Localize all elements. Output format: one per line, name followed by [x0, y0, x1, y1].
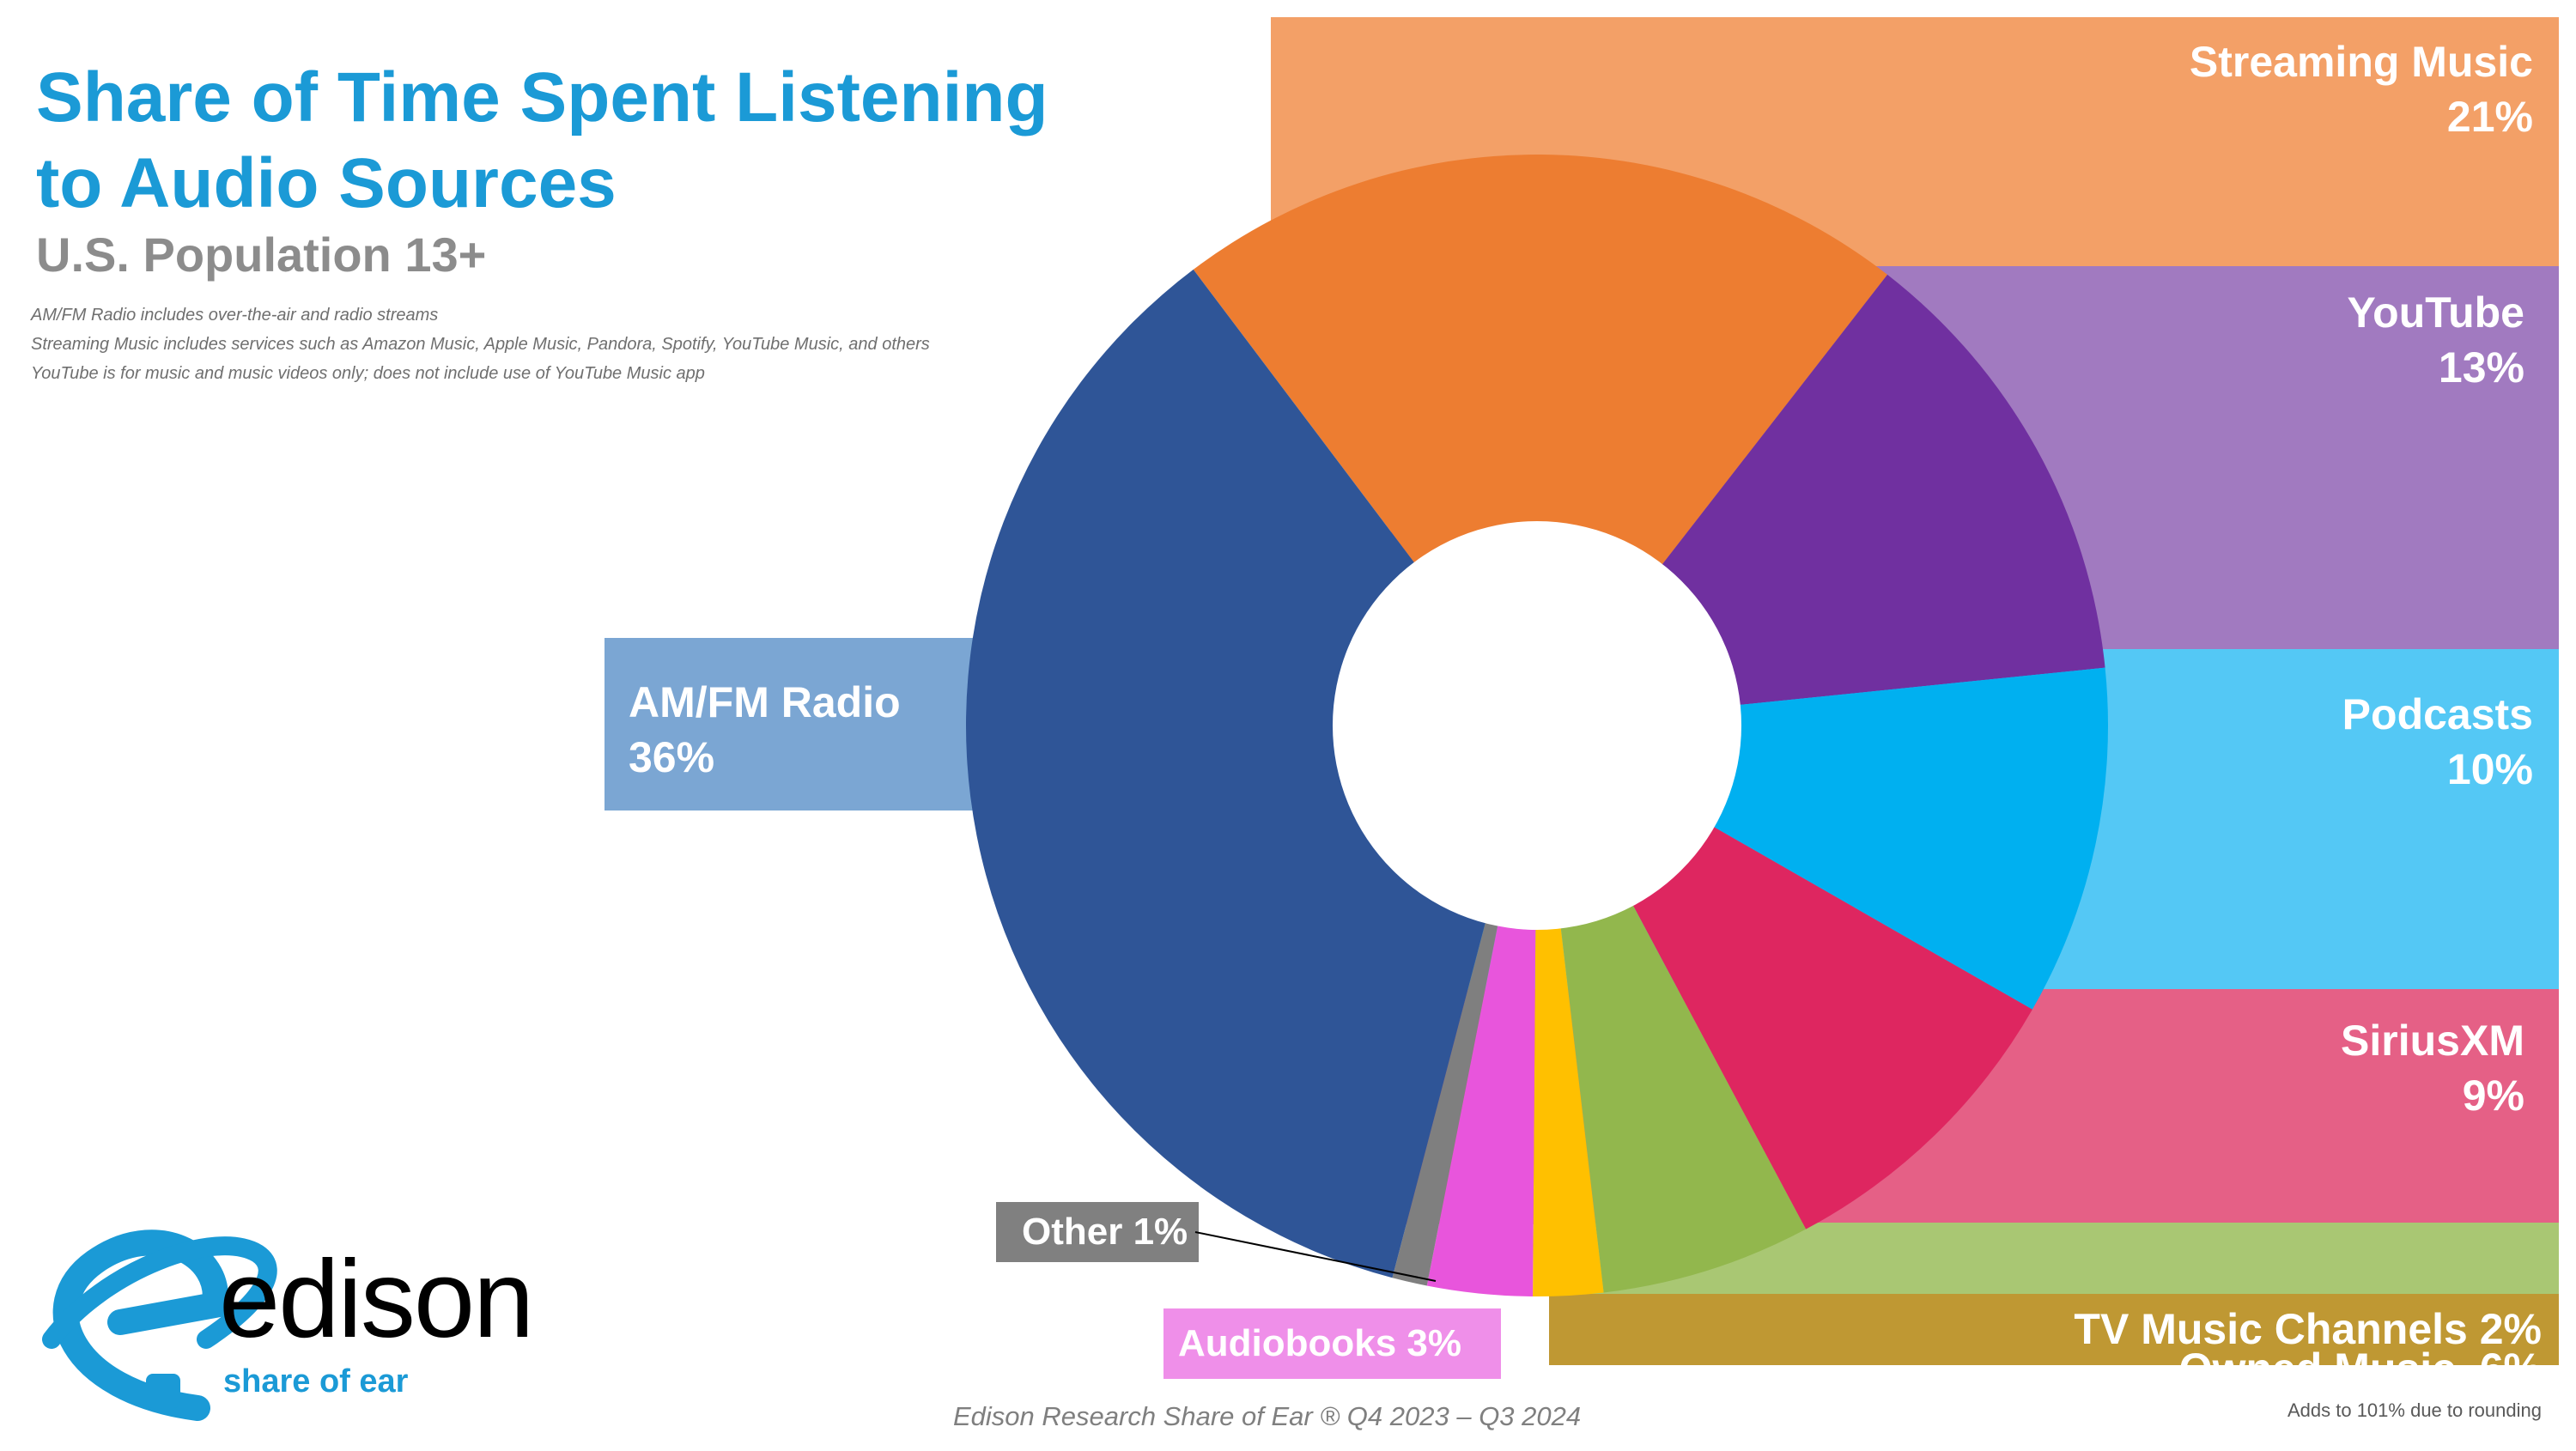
label-other-text: Other 1% [1022, 1211, 1188, 1253]
label-streaming-music: Streaming Music 21% [1889, 34, 2533, 144]
other-leader-line [1194, 1231, 1437, 1282]
label-amfm-value: 36% [629, 733, 715, 781]
label-owned-text: Owned Music 6% [2178, 1345, 2542, 1393]
title-line-1: Share of Time Spent Listening [36, 58, 1048, 137]
note-amfm: AM/FM Radio includes over-the-air and ra… [31, 306, 439, 325]
bulb-base-icon [146, 1374, 180, 1408]
label-am-fm-radio: AM/FM Radio 36% [629, 675, 901, 785]
label-podcasts-value: 10% [2446, 745, 2533, 793]
orbit-swoosh-icon [42, 1236, 277, 1349]
label-streaming-name: Streaming Music [2189, 38, 2533, 86]
label-podcasts: Podcasts 10% [1889, 687, 2533, 797]
logo-tagline: share of ear [223, 1363, 409, 1399]
label-youtube: YouTube 13% [1889, 285, 2524, 395]
label-siriusxm: SiriusXM 9% [1889, 1013, 2524, 1123]
label-box-audiobooks [1163, 1308, 1501, 1379]
label-streaming-value: 21% [2446, 93, 2533, 141]
bulb-icon [52, 1229, 228, 1421]
label-tv-music-channels: TV Music Channels 2% [1889, 1302, 2542, 1357]
label-youtube-name: YouTube [2347, 288, 2524, 337]
label-owned-music: Owned Music 6% [1889, 1231, 2542, 1451]
label-tv-text: TV Music Channels 2% [2074, 1305, 2542, 1353]
footnotes: AM/FM Radio includes over-the-air and ra… [31, 301, 930, 388]
label-youtube-value: 13% [2438, 343, 2524, 392]
label-siriusxm-value: 9% [2462, 1072, 2524, 1120]
label-podcasts-name: Podcasts [2342, 690, 2533, 738]
note-streaming: Streaming Music includes services such a… [31, 335, 930, 354]
label-box-tv [1549, 1294, 2559, 1365]
edison-logo-mark [42, 1229, 277, 1421]
label-audiobooks-text: Audiobooks 3% [1178, 1322, 1462, 1364]
logo-wordmark: edison [219, 1238, 534, 1361]
slice-streaming-music [1193, 155, 1888, 726]
title-line-2: to Audio Sources [36, 144, 617, 222]
label-other: Other 1% [1022, 1205, 1188, 1260]
note-youtube: YouTube is for music and music videos on… [31, 364, 705, 383]
source-note: Edison Research Share of Ear ® Q4 2023 –… [953, 1401, 1582, 1431]
label-box-other [996, 1202, 1199, 1262]
chart-subtitle: U.S. Population 13+ [36, 228, 487, 282]
donut-hole [1333, 521, 1741, 930]
label-amfm-name: AM/FM Radio [629, 678, 901, 726]
rounding-note: Adds to 101% due to rounding [2287, 1399, 2542, 1421]
label-box-amfm [605, 638, 1013, 810]
label-audiobooks: Audiobooks 3% [1178, 1316, 1461, 1371]
slice-am-fm-radio [965, 269, 1537, 1278]
chart-title: Share of Time Spent Listening to Audio S… [36, 55, 1048, 227]
label-siriusxm-name: SiriusXM [2341, 1017, 2524, 1065]
